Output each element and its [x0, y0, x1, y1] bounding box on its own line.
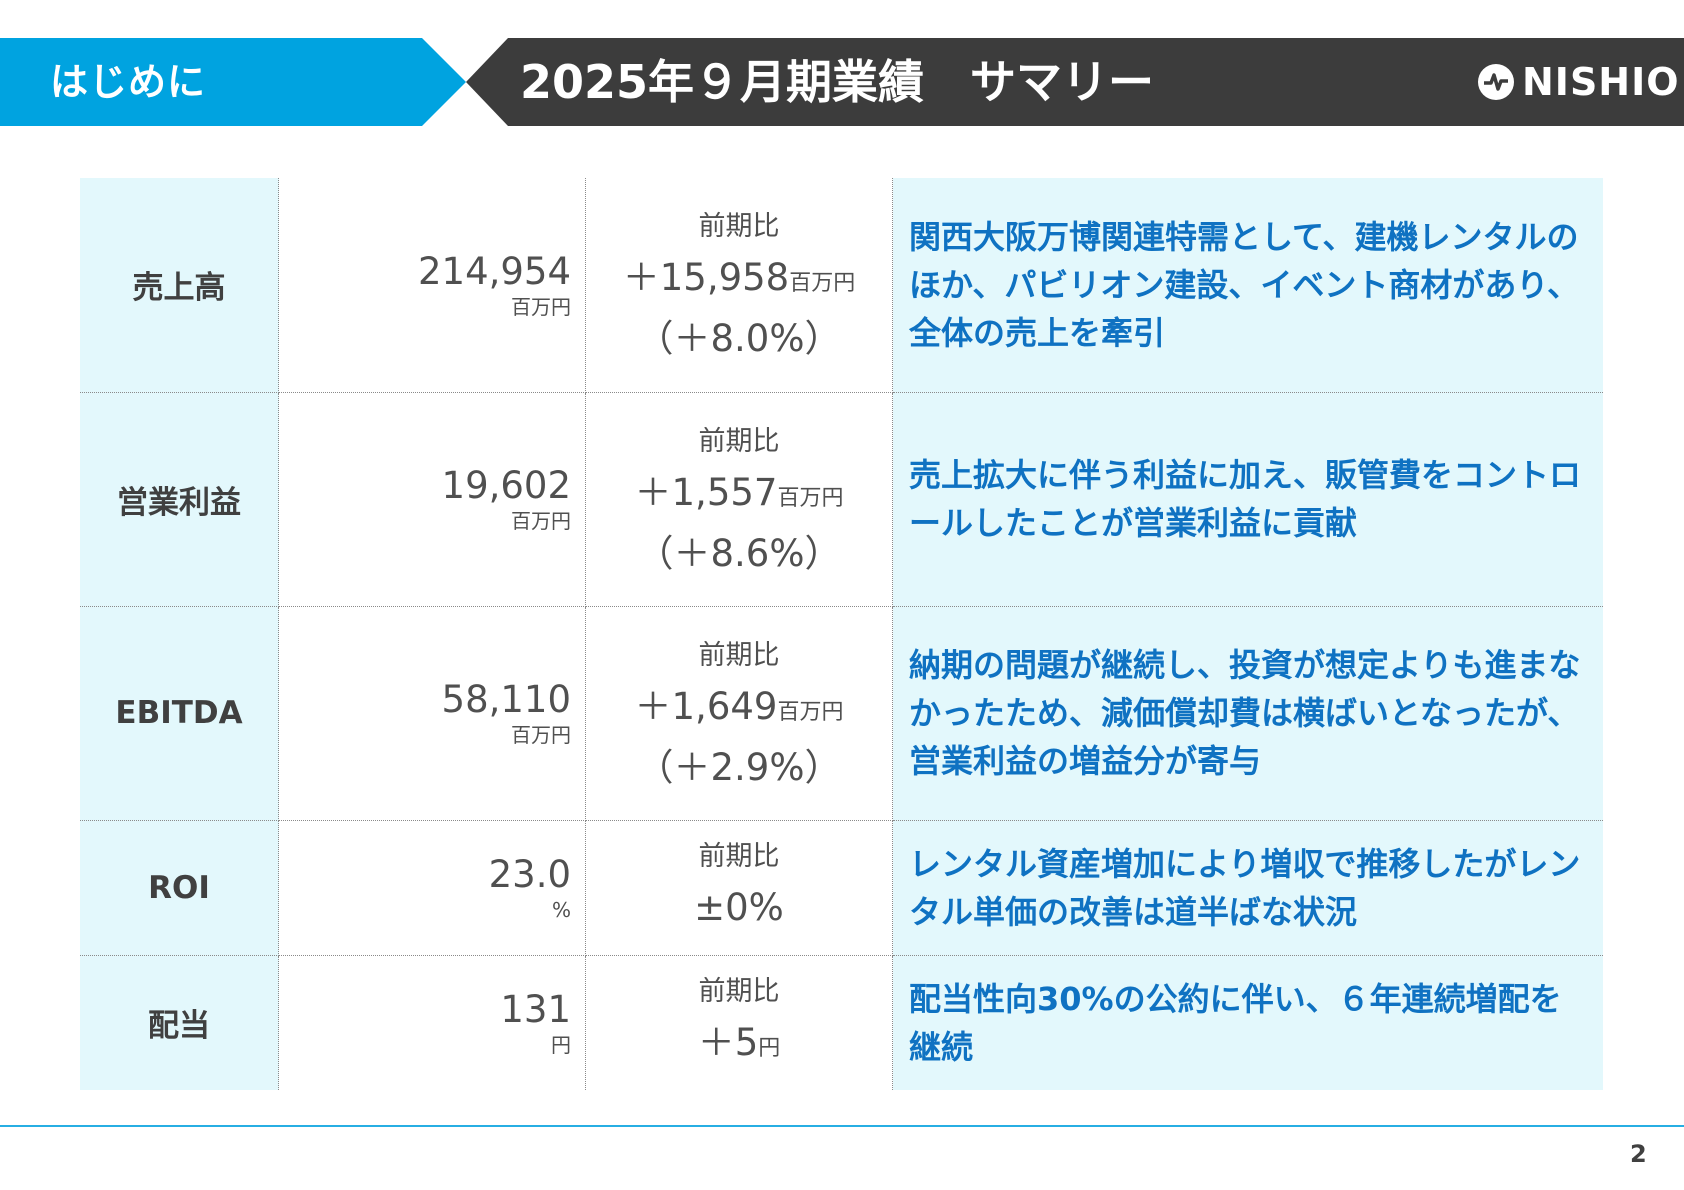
header-background	[0, 38, 1684, 126]
change-unit: 円	[758, 1036, 781, 1062]
title-band-shape	[466, 38, 1684, 126]
comment-cell: 売上拡大に伴う利益に加え、販管費をコントロールしたことが営業利益に貢献	[892, 392, 1603, 607]
section-label: はじめに	[50, 60, 207, 104]
summary-table: 売上高 214,954 百万円 前期比 ＋15,958百万円 （＋8.0%） 関…	[80, 178, 1603, 1090]
change-unit: 百万円	[777, 485, 844, 511]
change-label: 前期比	[698, 976, 780, 1008]
change-label: 前期比	[698, 211, 780, 243]
metric-unit: 円	[551, 1032, 571, 1057]
page-number: 2	[1630, 1140, 1647, 1168]
change-percent: （＋8.0%）	[636, 317, 842, 361]
comment-text: 売上拡大に伴う利益に加え、販管費をコントロールしたことが営業利益に貢献	[909, 456, 1582, 542]
change-amount-line: ＋15,958百万円	[586, 251, 892, 312]
table-row: ROI 23.0 % 前期比 ±0% レンタル資産増加により増収で推移したがレン…	[80, 820, 1603, 956]
change-cell: 前期比 ＋5円	[585, 955, 893, 1090]
change-amount: ＋1,649	[634, 684, 778, 728]
metric-unit: 百万円	[511, 723, 571, 747]
header-bar: はじめに 2025年９月期業績 サマリー NISHIO	[0, 38, 1684, 126]
change-cell: 前期比 ＋1,557百万円 （＋8.6%）	[585, 392, 893, 607]
value-cell: 23.0 %	[278, 820, 586, 956]
comment-text: 納期の問題が継続し、投資が想定よりも進まなかったため、減価償却費は横ばいとなった…	[909, 646, 1581, 780]
table-row: EBITDA 58,110 百万円 前期比 ＋1,649百万円 （＋2.9%） …	[80, 606, 1603, 821]
company-logo: NISHIO	[1478, 60, 1680, 104]
metric-value: 131	[500, 987, 571, 1031]
change-unit: 百万円	[777, 699, 844, 725]
metric-unit: 百万円	[511, 294, 571, 319]
value-cell: 131 円	[278, 955, 586, 1090]
change-unit: 百万円	[789, 271, 856, 297]
change-label: 前期比	[698, 425, 780, 457]
comment-text: レンタル資産増加により増収で推移したがレンタル単価の改善は道半ばな状況	[909, 844, 1581, 931]
page-title: 2025年９月期業績 サマリー	[520, 55, 1155, 109]
metric-value: 58,110	[441, 678, 571, 721]
metric-unit: 百万円	[511, 509, 571, 533]
metric-value: 214,954	[417, 249, 571, 293]
change-amount-line: ＋5円	[586, 1016, 892, 1077]
value-cell: 214,954 百万円	[278, 178, 586, 393]
metric-unit: %	[551, 897, 571, 922]
change-cell: 前期比 ±0%	[585, 820, 893, 956]
change-cell: 前期比 ＋1,649百万円 （＋2.9%）	[585, 606, 893, 821]
change-amount-line: ＋1,649百万円	[586, 680, 892, 741]
change-percent: （＋2.9%）	[636, 745, 842, 789]
comment-cell: レンタル資産増加により増収で推移したがレンタル単価の改善は道半ばな状況	[892, 820, 1603, 956]
metric-name: ROI	[80, 820, 279, 956]
change-amount: ＋5	[697, 1021, 759, 1065]
logo-mark-icon	[1478, 64, 1514, 100]
table-row: 配当 131 円 前期比 ＋5円 配当性向30%の公約に伴い、６年連続増配を継続	[80, 955, 1603, 1090]
comment-cell: 関西大阪万博関連特需として、建機レンタルのほか、パビリオン建設、イベント商材があ…	[892, 178, 1603, 393]
change-label: 前期比	[698, 639, 780, 671]
change-amount-line: ±0%	[586, 881, 892, 942]
metric-value: 23.0	[488, 852, 571, 896]
footer-divider	[0, 1125, 1684, 1127]
comment-cell: 配当性向30%の公約に伴い、６年連続増配を継続	[892, 955, 1603, 1090]
change-amount-line: ＋1,557百万円	[586, 466, 892, 527]
metric-value: 19,602	[441, 464, 571, 507]
section-tab-shape	[0, 38, 466, 126]
table-row: 営業利益 19,602 百万円 前期比 ＋1,557百万円 （＋8.6%） 売上…	[80, 392, 1603, 607]
comment-text: 関西大阪万博関連特需として、建機レンタルのほか、パビリオン建設、イベント商材があ…	[909, 217, 1580, 352]
change-label: 前期比	[698, 841, 780, 872]
metric-name: EBITDA	[80, 606, 279, 821]
comment-text: 配当性向30%の公約に伴い、６年連続増配を継続	[909, 979, 1562, 1066]
comment-cell: 納期の問題が継続し、投資が想定よりも進まなかったため、減価償却費は横ばいとなった…	[892, 606, 1603, 821]
change-percent: （＋8.6%）	[636, 531, 842, 575]
change-cell: 前期比 ＋15,958百万円 （＋8.0%）	[585, 178, 893, 393]
change-amount: ＋15,958	[622, 256, 790, 300]
change-amount: ±0%	[694, 886, 784, 929]
value-cell: 58,110 百万円	[278, 606, 586, 821]
table-row: 売上高 214,954 百万円 前期比 ＋15,958百万円 （＋8.0%） 関…	[80, 178, 1603, 393]
metric-name: 営業利益	[80, 392, 279, 607]
metric-name: 売上高	[80, 178, 279, 393]
change-amount: ＋1,557	[634, 470, 778, 514]
logo-text: NISHIO	[1522, 60, 1680, 104]
metric-name: 配当	[80, 955, 279, 1090]
value-cell: 19,602 百万円	[278, 392, 586, 607]
